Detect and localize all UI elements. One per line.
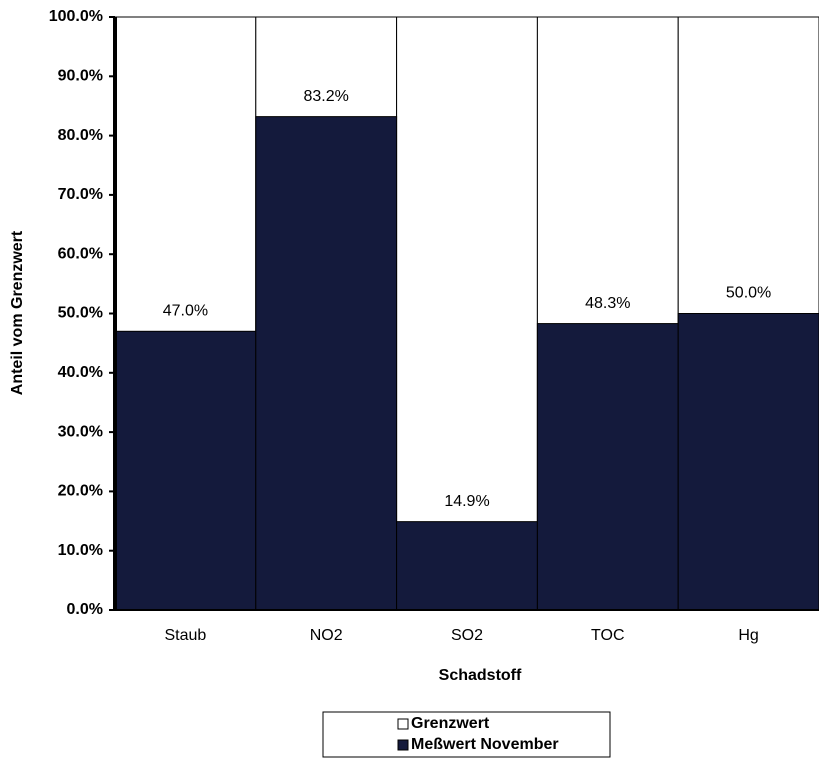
x-tick-label: TOC [591,627,624,644]
legend-box [322,711,611,758]
bar [396,16,538,611]
bar [114,330,257,611]
y-tick-label: 40.0% [58,364,103,381]
y-tick-label: 70.0% [58,186,103,203]
value-label: 50.0% [726,285,771,302]
x-axis-title: Schadstoff [439,667,522,684]
x-tick-label: Staub [164,627,206,644]
x-tick-label: SO2 [451,627,483,644]
y-tick-label: 20.0% [58,483,103,500]
y-axis-title: Anteil vom Grenzwert [9,230,26,395]
value-label: 47.0% [163,303,208,320]
y-tick-label: 30.0% [58,423,103,440]
y-tick-label: 90.0% [58,68,103,85]
x-tick-label: Hg [738,627,758,644]
legend-swatch [397,739,409,751]
bar [677,313,819,611]
y-tick-label: 10.0% [58,542,103,559]
value-label: 83.2% [304,88,349,105]
legend-label: Grenzwert [411,715,490,732]
y-tick-label: 0.0% [67,601,103,618]
bar [396,521,538,611]
bar [255,116,398,611]
y-tick-label: 100.0% [49,8,103,25]
legend-label: Meßwert November [411,736,559,753]
y-tick-label: 80.0% [58,127,103,144]
legend-swatch [397,718,409,730]
x-tick-label: NO2 [310,627,343,644]
bar [536,323,679,611]
value-label: 48.3% [585,295,630,312]
value-label: 14.9% [444,493,489,510]
y-tick-label: 50.0% [58,305,103,322]
y-tick-label: 60.0% [58,245,103,262]
